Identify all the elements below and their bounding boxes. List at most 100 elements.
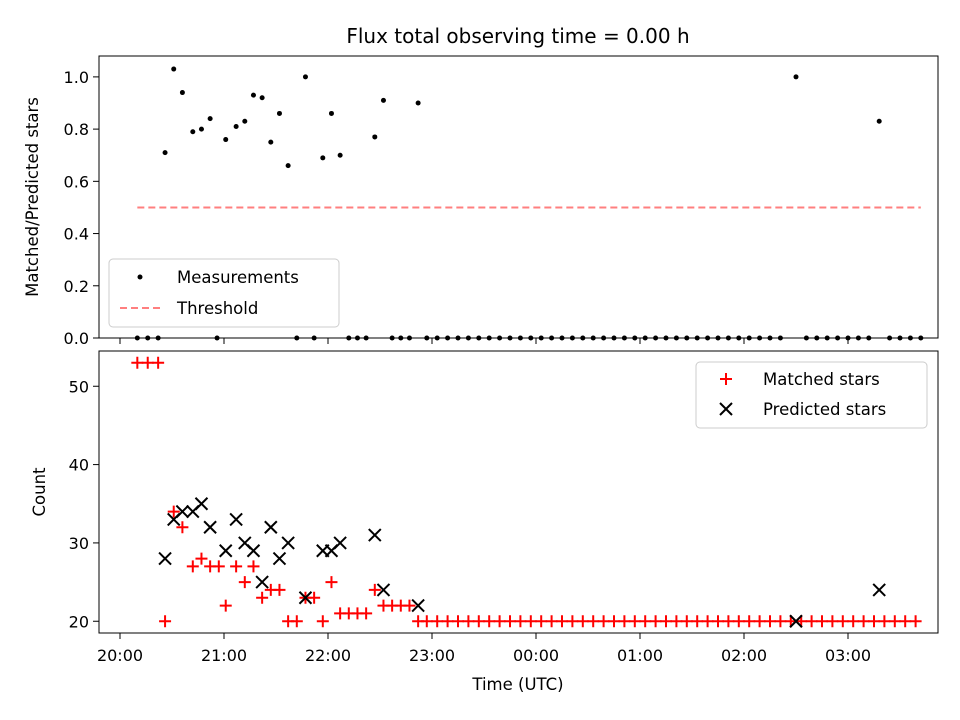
matched-star-point xyxy=(167,505,180,518)
matched-star-point xyxy=(230,560,243,573)
top-y-tick-label: 0.2 xyxy=(64,277,89,296)
bottom-marks xyxy=(131,356,922,628)
matched-star-point xyxy=(472,615,485,628)
matched-star-point xyxy=(403,599,416,612)
matched-star-point xyxy=(308,591,321,604)
matched-star-point xyxy=(909,615,922,628)
bottom-y-tick-label: 40 xyxy=(69,456,89,475)
top-y-axis: 0.0 0.2 0.4 0.6 0.8 1.0 xyxy=(64,68,99,348)
matched-star-point xyxy=(816,615,828,628)
legend-predicted-label: Predicted stars xyxy=(763,400,886,419)
predicted-star-point xyxy=(194,497,209,511)
measurement-point xyxy=(179,90,185,96)
x-tick-label: 21:00 xyxy=(201,646,247,665)
bottom-x-axis: 20:00 21:00 22:00 23:00 00:00 01:00 02:00 03:00 xyxy=(97,633,871,665)
matched-star-point xyxy=(712,615,724,628)
matched-star-point xyxy=(576,615,589,628)
bottom-y-tick-label: 30 xyxy=(69,534,89,553)
matched-star-point xyxy=(316,615,329,628)
matched-star-point xyxy=(649,615,662,628)
matched-star-point xyxy=(247,560,260,573)
matched-star-point xyxy=(878,615,891,628)
x-tick-label: 23:00 xyxy=(409,646,455,665)
x-tick-label: 02:00 xyxy=(721,646,767,665)
matched-star-point xyxy=(462,615,475,628)
bottom-y-axis-label: Count xyxy=(30,467,49,517)
matched-star-point xyxy=(368,583,381,596)
predicted-star-point xyxy=(229,512,243,527)
measurement-point xyxy=(276,110,282,116)
matched-star-point xyxy=(836,615,849,628)
legend-matched-marker xyxy=(720,373,732,385)
matched-star-point xyxy=(774,615,787,628)
bottom-y-axis: 20 30 40 50 xyxy=(69,377,99,631)
chart-title: Flux total observing time = 0.00 h xyxy=(346,24,689,48)
measurement-point xyxy=(285,163,291,169)
predicted-star-point xyxy=(272,551,287,566)
measurement-point xyxy=(242,118,248,124)
predicted-star-point xyxy=(255,575,269,589)
matched-star-point xyxy=(722,615,735,628)
measurement-point xyxy=(320,155,326,161)
matched-star-point xyxy=(325,576,338,589)
top-axes-frame xyxy=(98,55,939,339)
measurement-point xyxy=(302,74,308,80)
matched-star-point xyxy=(670,615,683,628)
matched-star-point xyxy=(431,615,444,628)
measurement-point xyxy=(190,129,196,135)
measurement-point xyxy=(259,95,265,101)
matched-star-point xyxy=(753,615,766,628)
predicted-star-point xyxy=(298,591,313,605)
matched-star-point xyxy=(597,615,610,628)
matched-star-point xyxy=(483,615,496,628)
matched-star-point xyxy=(732,615,745,628)
matched-star-point xyxy=(360,607,373,620)
matched-star-point xyxy=(524,615,537,628)
matched-star-point xyxy=(256,591,269,604)
predicted-star-point xyxy=(281,536,295,550)
matched-star-point xyxy=(608,615,620,628)
matched-star-point xyxy=(888,615,901,628)
measurement-point xyxy=(171,66,177,72)
predicted-star-point xyxy=(333,536,347,550)
measurement-point xyxy=(372,134,378,140)
matched-star-point xyxy=(141,356,154,369)
bottom-y-tick-label: 50 xyxy=(69,377,89,396)
matched-star-point xyxy=(764,615,776,628)
matched-star-point xyxy=(899,615,912,628)
matched-star-point xyxy=(212,560,225,573)
top-y-tick-label: 1.0 xyxy=(64,68,89,87)
matched-star-point xyxy=(238,576,251,589)
top-y-tick-label: 0.6 xyxy=(64,172,89,191)
predicted-star-point xyxy=(376,583,391,597)
top-y-tick-label: 0.4 xyxy=(64,225,89,244)
matched-star-point xyxy=(691,615,704,628)
matched-star-point xyxy=(159,615,172,628)
predicted-star-point xyxy=(411,598,425,613)
top-y-tick-label: 0.8 xyxy=(64,120,89,139)
legend-predicted-marker xyxy=(719,402,733,416)
measurement-point xyxy=(250,92,256,98)
top-legend: Measurements Threshold xyxy=(108,258,340,328)
predicted-star-point xyxy=(175,504,190,519)
matched-star-point xyxy=(743,615,756,628)
x-axis-label: Time (UTC) xyxy=(471,675,563,694)
top-panel: 0.0 0.2 0.4 0.6 0.8 1.0 Matched/Predicted sta… xyxy=(23,55,939,348)
matched-star-point xyxy=(504,615,516,628)
matched-star-point xyxy=(857,615,870,628)
matched-star-point xyxy=(514,615,527,628)
matched-star-point xyxy=(556,615,568,628)
measurement-point xyxy=(162,150,168,156)
matched-star-point xyxy=(176,521,189,534)
matched-star-point xyxy=(701,615,714,628)
top-y-axis-label: Matched/Predicted stars xyxy=(23,97,42,297)
measurement-point xyxy=(233,124,239,129)
matched-star-point xyxy=(493,615,506,628)
bottom-axes-frame xyxy=(98,350,939,634)
matched-star-point xyxy=(639,615,652,628)
measurement-point xyxy=(793,74,799,80)
predicted-star-point xyxy=(872,583,886,597)
matched-star-point xyxy=(441,615,454,628)
